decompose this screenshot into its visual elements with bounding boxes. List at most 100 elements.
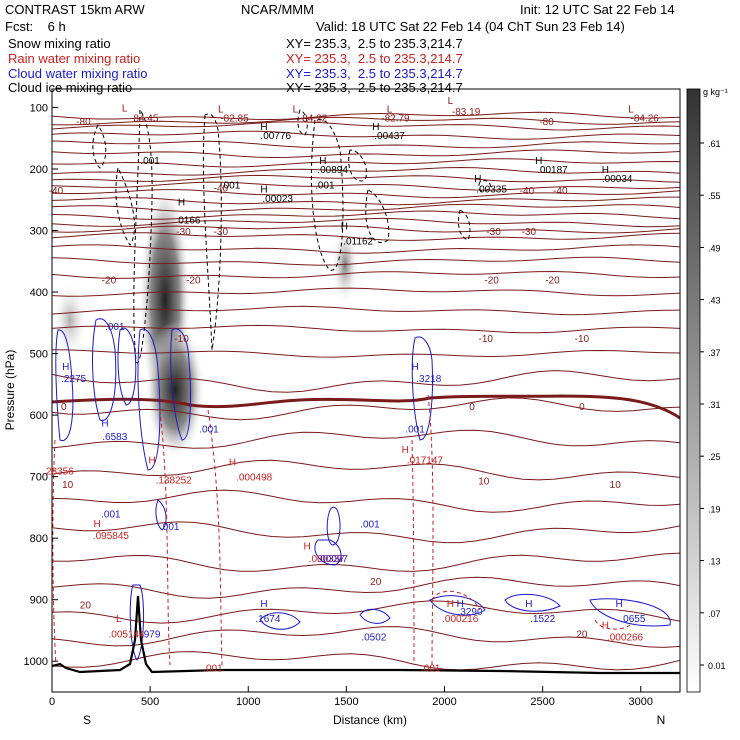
x-tick-label-3000: 3000 xyxy=(629,696,653,708)
rain-water-contours xyxy=(52,394,631,666)
extremum-label: H xyxy=(178,198,185,209)
isotherm-line xyxy=(52,489,680,513)
isotherm-line xyxy=(52,349,680,358)
forecast-hour: Fcst: 6 h xyxy=(5,19,66,34)
extremum-label: .000216 xyxy=(442,614,479,625)
extremum-label: -82.85 xyxy=(220,113,249,124)
colorbar-tick-label: 0.01 xyxy=(708,661,726,671)
isotherm-line xyxy=(52,429,680,449)
extremum-label: -82.79 xyxy=(381,113,410,124)
field-name-rain: Rain water mixing ratio xyxy=(8,51,141,66)
x-tick-label-1000: 1000 xyxy=(236,696,260,708)
extremum-label: .001 xyxy=(315,180,335,191)
isotherm-line xyxy=(52,140,680,149)
extremum-label: .001 xyxy=(405,425,425,436)
colorbar xyxy=(686,88,701,693)
plot-frame xyxy=(51,88,681,693)
extremum-label: .00437 xyxy=(374,131,405,142)
extremum-label: 0166 xyxy=(178,215,201,226)
field-xy-snow: XY= 235.3, 2.5 to 235.3,214.7 xyxy=(286,36,463,51)
isotherm-line xyxy=(52,576,680,599)
field-name-cloud-water: Cloud water mixing ratio xyxy=(8,66,148,81)
isotherm-line xyxy=(52,149,680,159)
extremum-label: .2275 xyxy=(61,374,86,385)
y-axis: 100 200 300 400 500 600 700 800 900 1000 xyxy=(24,102,58,668)
isotherm-line xyxy=(52,244,680,254)
temperature-label: 10 xyxy=(610,480,622,491)
temperature-label: 20 xyxy=(80,601,92,612)
extremum-label: L xyxy=(218,105,224,116)
y-tick-label-900: 900 xyxy=(30,595,48,607)
temperature-labels: -80 -80 -40 -40 -40 -40 -30 -30 -30 -30 -20 -20 -20 -… xyxy=(49,117,622,641)
y-tick-label-800: 800 xyxy=(30,533,48,545)
temperature-label: -80 xyxy=(539,117,554,128)
extremum-label: 979 xyxy=(144,630,161,641)
isotherm-line xyxy=(52,203,680,213)
extremum-label: .3218 xyxy=(416,374,441,385)
extremum-label: H xyxy=(148,455,155,466)
extremum-label: .01162 xyxy=(343,236,373,247)
extremum-label: -84.22 xyxy=(299,113,328,124)
isotherm-line xyxy=(52,270,680,279)
isotherm-line xyxy=(52,521,680,544)
temperature-label: -20 xyxy=(102,276,117,287)
extremum-label: H xyxy=(260,185,267,196)
extremum-label: .00894 xyxy=(317,165,348,176)
temperature-label: -20 xyxy=(545,276,560,287)
extremum-label: .3290 xyxy=(457,607,482,618)
extremum-label: .00776 xyxy=(260,131,291,142)
temperature-label: 20 xyxy=(576,630,588,641)
extremum-label: L xyxy=(293,105,299,116)
extremum-label: H xyxy=(411,362,418,373)
extremum-label: L xyxy=(116,614,122,625)
extremum-label: L xyxy=(628,105,634,116)
isotherm-line xyxy=(52,651,680,671)
colorbar-ticks: 0.01 .07 .13 .19 .25 .31 .37 .43 .49 .55 .61 xyxy=(700,139,726,671)
colorbar-tick-label: .49 xyxy=(708,243,721,253)
mixing-ratio-annotations: L-84.45L-82.85L-84.22L-82.79L-83.19 L-84.… xyxy=(46,96,659,674)
temperature-label: -40 xyxy=(553,186,568,197)
extremum-label: .001 xyxy=(101,510,121,521)
valid-time: Valid: 18 UTC Sat 22 Feb 14 (04 ChT Sun … xyxy=(316,19,625,34)
y-tick-label-400: 400 xyxy=(30,287,48,299)
extremum-label: .001 xyxy=(203,663,223,674)
freezing-level-line xyxy=(52,394,680,420)
temperature-label: 0 xyxy=(61,402,67,413)
temperature-label: 10 xyxy=(62,480,74,491)
isotherm-line xyxy=(52,225,680,234)
y-tick-label-500: 500 xyxy=(30,349,48,361)
extremum-label: H xyxy=(447,599,454,610)
field-xy-cloud-ice: XY= 235.3, 2.5 to 235.3,214.7 xyxy=(286,80,463,95)
extremum-label: H xyxy=(602,620,609,631)
colorbar-tick-label: .43 xyxy=(708,296,721,306)
temperature-label: -40 xyxy=(49,186,64,197)
extremum-label: H xyxy=(474,174,481,185)
field-name-cloud-ice: Cloud ice mixing ratio xyxy=(8,80,133,95)
extremum-label: .00023 xyxy=(262,194,293,205)
x-tick-label-1500: 1500 xyxy=(334,696,358,708)
extremum-label: .138252 xyxy=(156,476,193,487)
isotherm-line xyxy=(52,626,680,648)
extremum-label: .001 xyxy=(199,425,219,436)
colorbar-tick-label: .31 xyxy=(708,400,721,410)
isotherm-line xyxy=(52,116,680,126)
extremum-label: .00034 xyxy=(602,174,633,185)
endpoint-left: S xyxy=(83,713,91,727)
isotherm-line xyxy=(52,324,680,334)
extremum-label: H xyxy=(616,599,623,610)
extremum-label: .001 xyxy=(221,180,241,191)
extremum-label: H xyxy=(304,542,311,553)
extremum-label: H xyxy=(62,362,69,373)
isotherm-line xyxy=(52,370,680,393)
extremum-label: H xyxy=(260,599,267,610)
colorbar-tick-label: .37 xyxy=(708,348,721,358)
isotherm-line xyxy=(52,181,680,191)
snow-shading-left xyxy=(52,280,88,360)
extremum-label: .005144 xyxy=(108,630,145,641)
extremum-label: H xyxy=(94,519,101,530)
x-tick-label-2000: 2000 xyxy=(432,696,456,708)
init-time: Init: 12 UTC Sat 22 Feb 14 xyxy=(520,2,675,17)
temperature-label: -30 xyxy=(176,227,191,238)
x-axis-label: Distance (km) xyxy=(333,713,407,727)
